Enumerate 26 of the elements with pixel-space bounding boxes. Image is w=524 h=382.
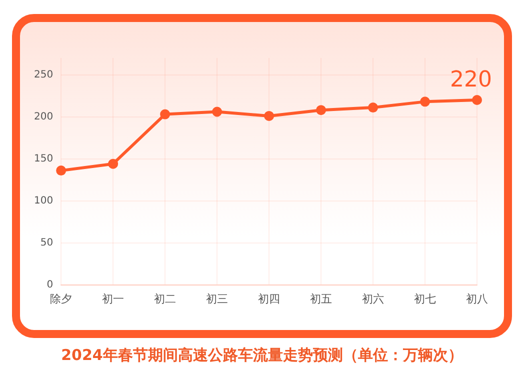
y-tick-label: 200 xyxy=(34,111,54,122)
point xyxy=(108,158,118,169)
y-tick-label: 150 xyxy=(34,153,54,164)
x-tick-label: 初五 xyxy=(310,292,332,306)
x-tick-label: 初三 xyxy=(206,292,228,306)
y-tick-label: 100 xyxy=(34,195,54,206)
y-tick-label: 50 xyxy=(40,237,54,248)
x-tick-label: 除夕 xyxy=(50,292,72,306)
point xyxy=(160,109,170,120)
point xyxy=(56,166,66,176)
x-tick-label: 初七 xyxy=(414,292,436,306)
point xyxy=(264,110,274,121)
y-tick-label: 250 xyxy=(34,69,54,80)
data-label: 220 xyxy=(450,68,492,93)
text: 2024年春节期间高速公路车流量走势预测（单位：万辆次） xyxy=(60,346,464,365)
x-tick-label: 初二 xyxy=(154,292,176,306)
x-tick-label: 初一 xyxy=(102,292,124,306)
x-tick-label: 初八 xyxy=(466,292,488,306)
point xyxy=(368,102,378,113)
y-tick-label: 0 xyxy=(46,279,54,290)
point xyxy=(472,95,482,105)
point xyxy=(212,106,222,117)
x-tick-label: 初四 xyxy=(258,292,280,306)
x-tick-label: 初六 xyxy=(362,292,384,306)
point xyxy=(420,96,430,107)
point xyxy=(316,105,326,116)
